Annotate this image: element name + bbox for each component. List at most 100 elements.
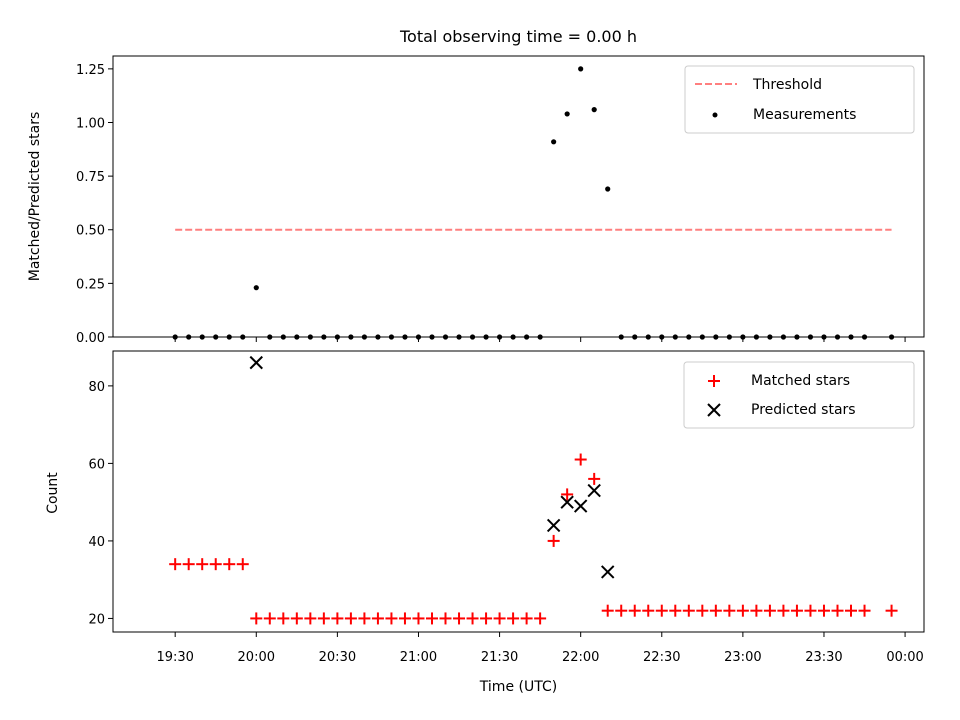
bottom-ytick-label: 80	[88, 380, 105, 395]
matched-star-point	[831, 604, 844, 617]
predicted-star-point	[587, 483, 601, 498]
measurement-point	[591, 107, 597, 113]
bottom-xtick-label: 22:30	[643, 650, 680, 665]
matched-star-point	[507, 612, 520, 625]
predicted-star-point	[560, 495, 574, 509]
legend-threshold-label: Threshold	[752, 77, 822, 93]
matched-star-point	[750, 604, 763, 617]
top-ytick-label: 1.00	[76, 116, 105, 131]
matched-star-point	[263, 612, 276, 625]
matched-star-point	[845, 604, 858, 617]
matched-star-point	[736, 604, 749, 617]
matched-star-point	[398, 612, 411, 625]
matched-star-point	[412, 612, 425, 625]
matched-star-point	[696, 604, 709, 617]
predicted-star-point	[573, 499, 588, 513]
predicted-star-point	[546, 518, 561, 533]
matched-star-point	[804, 604, 817, 617]
matched-star-point	[601, 604, 614, 617]
legend-measurements-label: Measurements	[753, 107, 856, 123]
bottom-xtick-label: 20:30	[319, 650, 356, 665]
measurement-point	[578, 66, 584, 72]
matched-star-point	[858, 604, 871, 617]
top-y-ticks: 0.00 0.25 0.50 0.75 1.00 1.25	[76, 63, 113, 346]
matched-star-point	[777, 604, 790, 617]
matched-star-point	[655, 604, 668, 617]
matched-star-point	[723, 604, 736, 617]
matched-star-point	[358, 612, 371, 625]
matched-star-point	[344, 612, 357, 625]
matched-star-point	[669, 604, 682, 617]
matched-star-point	[290, 612, 303, 625]
matched-star-point	[196, 558, 209, 571]
bottom-xtick-label: 19:30	[156, 650, 193, 665]
legend-matched-label: Matched stars	[751, 373, 850, 389]
measurement-point	[551, 139, 557, 145]
matched-star-point	[709, 604, 722, 617]
matched-star-point	[331, 612, 344, 625]
matched-star-point	[682, 604, 695, 617]
bottom-xtick-label: 23:00	[724, 650, 761, 665]
matched-star-point	[817, 604, 830, 617]
bottom-ytick-label: 40	[88, 535, 105, 550]
matched-star-point	[547, 534, 560, 547]
matched-star-point	[425, 612, 438, 625]
chart-title: Total observing time = 0.00 h	[399, 27, 637, 46]
bottom-legend: Matched stars Predicted stars	[683, 361, 915, 429]
bottom-ytick-label: 20	[88, 612, 105, 627]
matched-star-point	[628, 604, 641, 617]
top-ytick-label: 0.00	[76, 331, 105, 346]
matched-star-points	[169, 453, 898, 625]
matched-star-point	[277, 612, 290, 625]
bottom-xtick-label: 22:00	[562, 650, 599, 665]
matched-star-point	[520, 612, 533, 625]
bottom-panel: Count Time (UTC) 20 40 60 80 19:30 20:00 20:3…	[45, 350, 925, 695]
bottom-xtick-label: 20:00	[238, 650, 275, 665]
bottom-x-ticks: 19:30 20:00 20:30 21:00 21:30 22:00 22:30 23:00…	[156, 632, 924, 665]
measurement-point	[605, 186, 611, 192]
matched-star-point	[466, 612, 479, 625]
matched-star-point	[642, 604, 655, 617]
matched-star-point	[250, 612, 263, 625]
top-ytick-label: 0.50	[76, 224, 105, 239]
bottom-legend-box	[683, 361, 915, 429]
top-ytick-label: 0.25	[76, 277, 105, 292]
legend-measurements-swatch	[712, 112, 718, 118]
matched-star-point	[169, 558, 182, 571]
matched-star-point	[561, 488, 574, 501]
bottom-xtick-label: 00:00	[886, 650, 923, 665]
matched-star-point	[534, 612, 547, 625]
top-ytick-label: 1.25	[76, 63, 105, 78]
matched-star-point	[317, 612, 330, 625]
matched-star-point	[790, 604, 803, 617]
matched-star-point	[209, 558, 222, 571]
matched-star-point	[885, 604, 898, 617]
top-axes-frame	[112, 55, 925, 338]
top-ytick-label: 0.75	[76, 170, 105, 185]
measurement-point	[253, 285, 259, 291]
top-legend: Threshold Measurements	[684, 65, 915, 134]
matched-star-point	[385, 612, 398, 625]
matched-star-point	[480, 612, 493, 625]
x-axis-label: Time (UTC)	[479, 679, 557, 695]
matched-star-point	[763, 604, 776, 617]
matched-star-point	[182, 558, 195, 571]
predicted-star-points	[249, 355, 615, 579]
bottom-xtick-label: 21:00	[400, 650, 437, 665]
matched-star-point	[371, 612, 384, 625]
bottom-y-axis-label: Count	[45, 472, 61, 514]
measurement-point	[564, 111, 570, 117]
top-legend-box	[684, 65, 915, 134]
bottom-y-ticks: 20 40 60 80	[88, 380, 113, 627]
top-panel: Total observing time = 0.00 h Matched/Pr…	[27, 27, 925, 346]
top-y-axis-label: Matched/Predicted stars	[27, 112, 43, 282]
predicted-star-point	[249, 355, 263, 370]
legend-predicted-label: Predicted stars	[751, 402, 856, 418]
legend-matched-swatch	[708, 375, 720, 387]
bottom-xtick-label: 23:30	[805, 650, 842, 665]
legend-predicted-swatch	[707, 403, 721, 417]
matched-star-point	[615, 604, 628, 617]
matched-star-point	[493, 612, 506, 625]
matched-star-point	[236, 558, 249, 571]
